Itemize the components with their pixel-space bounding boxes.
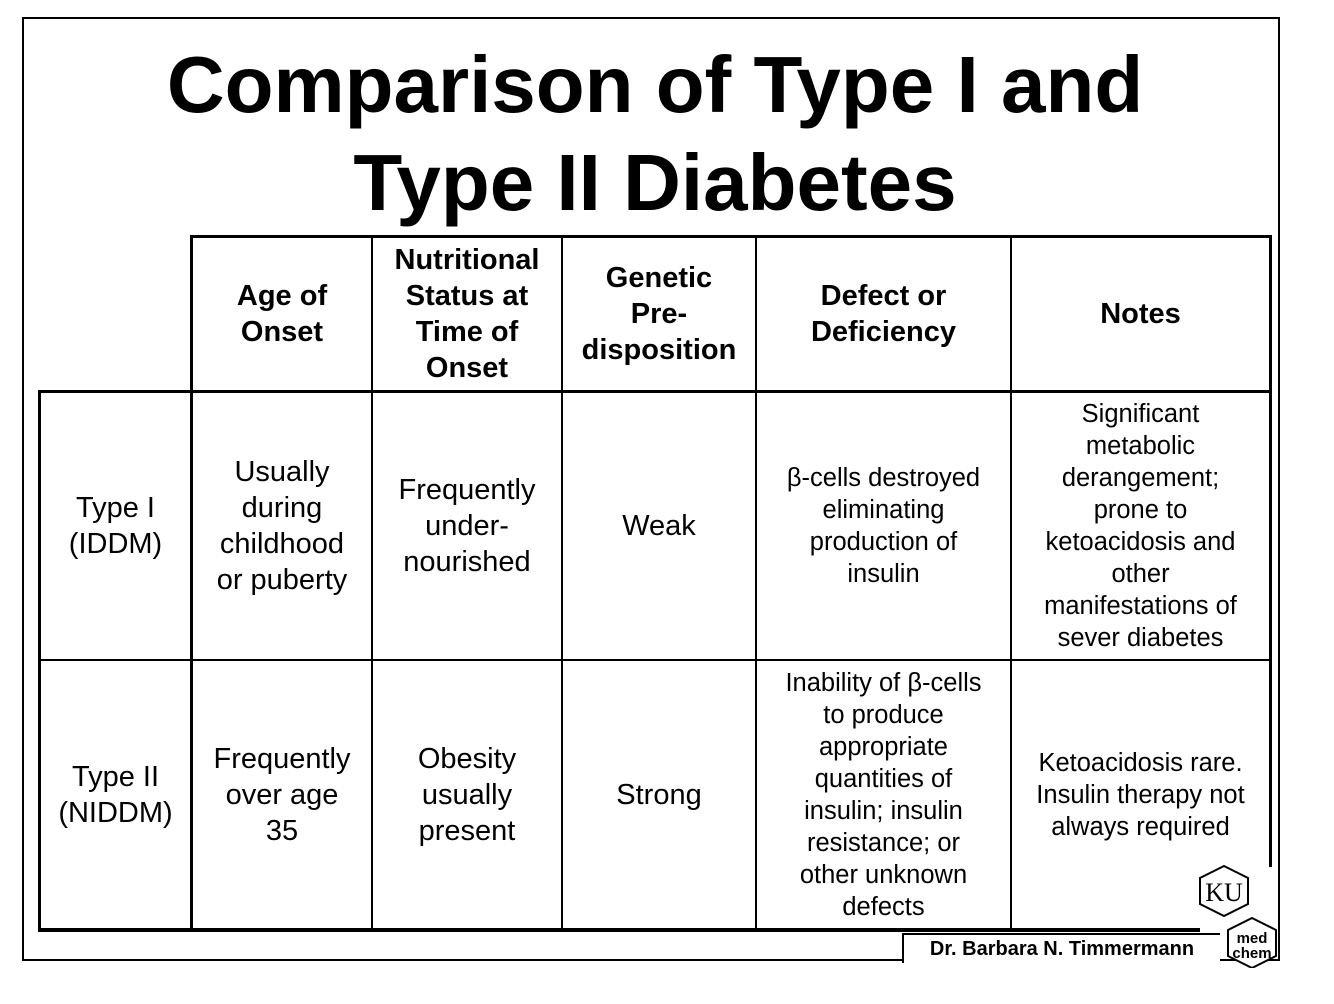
cell-text: β-cells destroyed eliminating production… (786, 464, 981, 588)
row-label: Type I (IDDM) (68, 492, 163, 560)
comparison-table: Age of Onset Nutritional Status at Time … (38, 235, 1272, 932)
column-divider-3 (561, 235, 563, 932)
cell-text: Ketoacidosis rare. Insulin therapy not a… (1036, 748, 1245, 841)
table-bottom-rule (38, 928, 1200, 932)
column-divider-4 (755, 235, 757, 932)
table-top-rule (190, 235, 1272, 238)
column-divider-1 (190, 235, 193, 932)
logo-ku-text: KU (1205, 878, 1243, 907)
table-right-rule (1269, 235, 1272, 867)
type-1-age-of-onset: Usually during childhood or puberty (193, 393, 371, 659)
slide-frame (22, 17, 1280, 961)
header-nutritional-status: Nutritional Status at Time of Onset (373, 238, 561, 390)
cell-text: Weak (622, 510, 696, 542)
header-notes: Notes (1012, 238, 1269, 390)
row-label-type-2: Type II (NIDDM) (41, 661, 190, 928)
row-divider-rule (38, 659, 1272, 661)
type-1-notes: Significant metabolic derangement; prone… (1012, 393, 1269, 659)
logo-chem-text: chem (1232, 945, 1271, 962)
ku-medchem-logo: KU med chem (1199, 864, 1277, 968)
author-credit-text: Dr. Barbara N. Timmermann (929, 937, 1195, 960)
logo-med-text: med (1237, 930, 1268, 947)
page-title: Comparison of Type I and Type II Diabete… (40, 36, 1270, 232)
cell-text: Usually during childhood or puberty (216, 456, 348, 596)
header-genetic-predisposition: Genetic Pre- disposition (563, 238, 755, 390)
header-bottom-rule (38, 390, 1272, 393)
type-2-nutritional-status: Obesity usually present (373, 661, 561, 928)
table-left-rule (38, 390, 41, 932)
type-1-nutritional-status: Frequently under- nourished (373, 393, 561, 659)
cell-text: Significant metabolic derangement; prone… (1044, 400, 1237, 652)
type-2-age-of-onset: Frequently over age 35 (193, 661, 371, 928)
row-label: Type II (NIDDM) (58, 760, 173, 829)
header-defect: Defect or Deficiency (757, 238, 1010, 390)
type-1-defect: β-cells destroyed eliminating production… (757, 393, 1010, 659)
column-divider-5 (1010, 235, 1012, 932)
author-credit: Dr. Barbara N. Timmermann (902, 933, 1220, 963)
title-line-2: Type II Diabetes (353, 138, 957, 227)
cell-text: Strong (616, 778, 702, 811)
cell-text: Frequently over age 35 (213, 742, 351, 847)
header-label: Notes (1100, 298, 1181, 330)
type-2-defect: Inability of β-cells to produce appropri… (757, 661, 1010, 928)
type-2-genetic-predisposition: Strong (563, 661, 755, 928)
row-label-type-1: Type I (IDDM) (41, 393, 190, 659)
header-label: Nutritional Status at Time of Onset (394, 244, 540, 384)
header-age-of-onset: Age of Onset (193, 238, 371, 390)
header-label: Genetic Pre- disposition (581, 262, 737, 366)
logo-hexagon-bottom (1227, 916, 1277, 968)
type-2-notes: Ketoacidosis rare. Insulin therapy not a… (1012, 661, 1269, 928)
type-1-genetic-predisposition: Weak (563, 393, 755, 659)
column-divider-2 (371, 235, 373, 932)
cell-text: Inability of β-cells to produce appropri… (785, 668, 982, 921)
title-line-1: Comparison of Type I and (166, 40, 1144, 129)
header-label: Defect or Deficiency (810, 280, 957, 348)
cell-text: Frequently under- nourished (398, 474, 536, 578)
cell-text: Obesity usually present (417, 742, 517, 847)
header-label: Age of Onset (236, 280, 328, 348)
logo-hexagon-top (1199, 864, 1249, 918)
